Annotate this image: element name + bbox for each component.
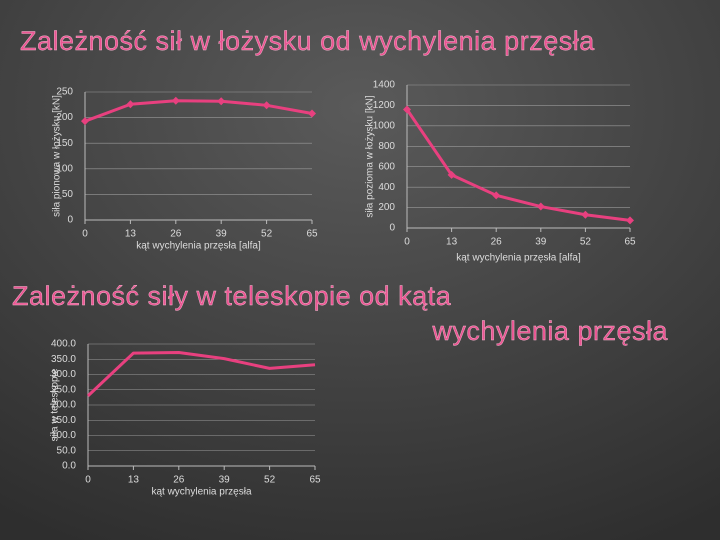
heading: Zależność sił w łożysku od wychylenia pr…: [20, 26, 595, 56]
x-tick-label: 26: [491, 237, 503, 248]
y-axis-label: siła pionowa w łożysku [kN]: [52, 95, 63, 217]
marker: [308, 109, 316, 118]
x-tick-label: 65: [309, 475, 321, 486]
heading: Zależność siły w teleskopie od kąta: [12, 281, 452, 311]
marker: [492, 191, 501, 200]
x-axis-label: kąt wychylenia przęsła [alfa]: [136, 241, 261, 252]
y-tick-label: 1400: [373, 80, 396, 91]
y-tick-label: 1200: [373, 100, 396, 111]
x-tick-label: 39: [219, 475, 231, 486]
y-tick-label: 100: [56, 163, 73, 174]
marker: [81, 117, 89, 126]
x-tick-label: 65: [306, 229, 318, 240]
y-tick-label: 300.0: [51, 369, 76, 380]
y-tick-label: 600: [378, 161, 395, 172]
y-tick-label: 50.0: [57, 445, 77, 456]
marker: [536, 202, 545, 211]
y-axis-label: siła pozioma w łożysku [kN]: [365, 95, 376, 217]
y-tick-label: 100.0: [51, 430, 76, 441]
x-tick-label: 52: [261, 229, 273, 240]
y-tick-label: 800: [378, 141, 395, 152]
y-tick-label: 400.0: [51, 339, 76, 350]
x-tick-label: 52: [264, 475, 276, 486]
series-line: [84, 99, 313, 123]
x-tick-label: 13: [128, 475, 140, 486]
y-tick-label: 50: [62, 189, 74, 200]
y-tick-label: 200: [56, 112, 73, 123]
x-tick-label: 0: [85, 475, 91, 486]
y-tick-label: 250: [56, 87, 73, 98]
marker: [447, 170, 456, 179]
y-tick-label: 150: [56, 138, 73, 149]
marker: [126, 100, 135, 109]
marker: [626, 216, 634, 225]
y-tick-label: 0: [389, 223, 395, 234]
x-tick-label: 39: [216, 229, 228, 240]
heading: wychylenia przęsła: [431, 316, 668, 346]
y-tick-label: 200: [378, 202, 395, 213]
x-tick-label: 65: [624, 237, 636, 248]
y-tick-label: 200.0: [51, 400, 76, 411]
y-tick-label: 1000: [373, 120, 396, 131]
y-axis-label: siła w teleskopie: [50, 368, 61, 441]
x-tick-label: 26: [170, 229, 182, 240]
x-tick-label: 39: [535, 237, 547, 248]
x-tick-label: 13: [125, 229, 137, 240]
series-line: [405, 108, 631, 222]
y-tick-label: 400: [378, 182, 395, 193]
x-tick-label: 26: [173, 475, 185, 486]
y-tick-label: 350.0: [51, 354, 76, 365]
y-tick-label: 250.0: [51, 384, 76, 395]
x-axis-label: kąt wychylenia przęsła: [151, 487, 251, 498]
x-axis-label: kąt wychylenia przęsła [alfa]: [456, 253, 581, 264]
marker: [581, 210, 590, 219]
marker: [217, 97, 226, 106]
x-tick-label: 13: [446, 237, 458, 248]
marker: [262, 101, 271, 110]
marker: [171, 96, 180, 105]
x-tick-label: 52: [580, 237, 592, 248]
y-tick-label: 0: [67, 215, 73, 226]
x-tick-label: 0: [404, 237, 410, 248]
series-line: [86, 351, 316, 397]
x-tick-label: 0: [82, 229, 88, 240]
y-tick-label: 150.0: [51, 415, 76, 426]
y-tick-label: 0.0: [62, 461, 76, 472]
marker: [403, 105, 411, 114]
